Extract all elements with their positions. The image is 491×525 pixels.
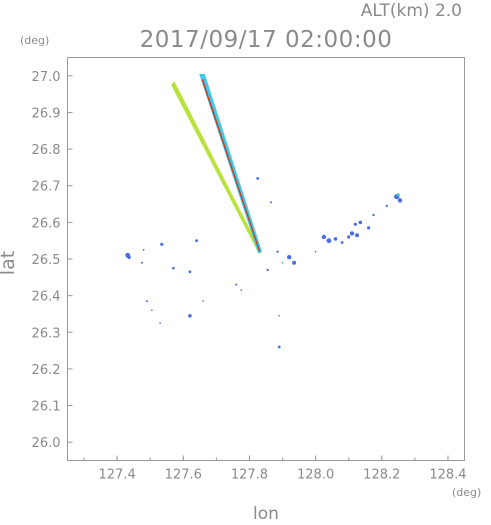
y-tick-label: 26.9 <box>32 106 61 121</box>
echo-point <box>333 237 338 241</box>
echo-point <box>326 238 332 244</box>
x-axis-label: lon <box>253 504 279 521</box>
x-unit-label: (deg) <box>452 486 481 499</box>
y-tick-label: 26.1 <box>32 400 61 415</box>
echo-point <box>202 300 204 302</box>
altitude-label: ALT(km) 2.0 <box>361 1 462 21</box>
y-axis-label: lat <box>0 251 19 275</box>
x-tick-label: 128.0 <box>297 468 334 483</box>
echo-point <box>321 234 327 240</box>
echo-point <box>353 222 357 226</box>
echo-point <box>256 177 260 180</box>
echo-point <box>270 201 272 204</box>
beam-left <box>171 81 262 255</box>
echo-point <box>278 315 281 317</box>
echo-point <box>142 248 145 251</box>
echo-point <box>355 233 359 238</box>
x-tick-label: 127.8 <box>231 468 268 483</box>
y-axis-ticks: 26.0 26.1 26.2 26.3 26.4 26.5 26.6 26.7 26.8 26.9… <box>32 70 73 451</box>
echo-point <box>188 270 192 274</box>
x-tick-label: 128.4 <box>429 468 466 483</box>
echo-point <box>292 260 297 265</box>
y-tick-label: 26.6 <box>32 216 61 231</box>
echo-point <box>281 261 284 264</box>
plot-frame <box>67 57 465 461</box>
echo-point <box>235 283 238 286</box>
y-tick-label: 26.3 <box>32 326 61 341</box>
echo-point <box>172 266 175 270</box>
echo-point <box>397 198 403 203</box>
echo-point <box>396 193 400 197</box>
y-tick-label: 26.5 <box>32 253 61 268</box>
echo-points <box>125 177 403 349</box>
echo-point <box>160 242 164 246</box>
y-tick-label: 27.0 <box>32 70 61 85</box>
echo-point <box>195 239 198 243</box>
echo-point <box>140 261 143 264</box>
echo-point <box>385 204 388 208</box>
echo-point <box>159 322 161 324</box>
echo-point <box>358 220 363 225</box>
echo-point <box>372 213 375 217</box>
echo-point <box>266 268 269 272</box>
echo-point <box>314 250 317 253</box>
echo-point <box>347 235 351 239</box>
y-tick-label: 26.7 <box>32 180 61 195</box>
echo-point <box>151 309 153 312</box>
echo-point <box>277 345 281 349</box>
echo-point <box>367 226 371 230</box>
beam-core <box>201 79 261 252</box>
x-tick-label: 128.2 <box>363 468 400 483</box>
echo-point <box>240 289 242 291</box>
y-tick-label: 26.4 <box>32 290 61 305</box>
y-tick-label: 26.0 <box>32 436 61 451</box>
y-tick-label: 26.2 <box>32 363 61 378</box>
echo-point <box>127 255 131 259</box>
echo-point <box>349 231 355 236</box>
x-axis-ticks: 127.4 127.6 127.8 128.0 128.2 128.4 <box>83 455 467 483</box>
y-unit-label: (deg) <box>20 34 49 47</box>
y-tick-label: 26.8 <box>32 143 61 158</box>
radar-beams <box>171 74 262 255</box>
chart-title: 2017/09/17 02:00:00 <box>140 27 393 53</box>
echo-point <box>340 241 344 244</box>
echo-point <box>188 314 192 318</box>
echo-point <box>145 300 148 303</box>
x-tick-label: 127.6 <box>165 468 202 483</box>
echo-point <box>276 250 279 253</box>
x-tick-label: 127.4 <box>99 468 136 483</box>
echo-point <box>287 255 292 260</box>
